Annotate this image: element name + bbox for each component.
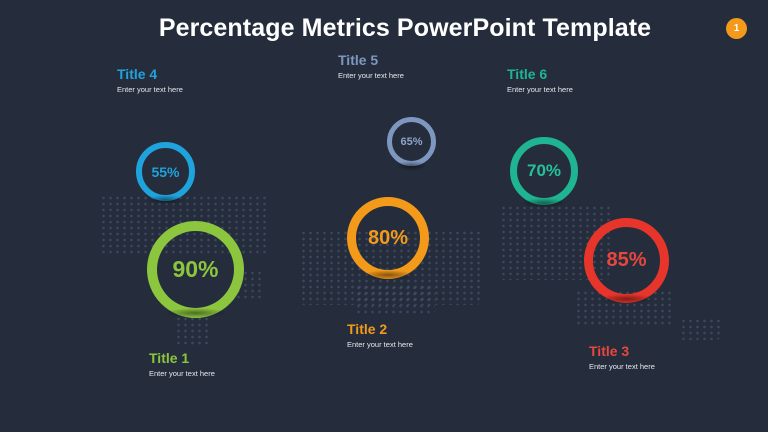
metric-text: Enter your text here [338,71,404,80]
metric-text: Enter your text here [117,85,183,94]
percent-ring-85: 85% [584,218,669,304]
page-number-badge: 1 [726,18,747,39]
metric-value: 80% [367,226,409,249]
page-title: Percentage Metrics PowerPoint Template [158,14,652,42]
metric-text: Enter your text here [507,85,573,94]
percent-ring-65: 65% [387,117,436,171]
metric-value: 65% [400,135,423,148]
metric-value: 70% [526,161,562,180]
metric-value: 90% [172,256,219,282]
metric-title: Title 4 [117,66,158,82]
metric-title: Title 3 [589,343,630,359]
metric-label-1: Title 1 Enter your text here [149,350,215,378]
metric-label-6: Title 6 Enter your text here [507,66,573,94]
metric-label-3: Title 3 Enter your text here [589,343,655,371]
metric-value: 85% [606,249,647,271]
metric-title: Title 5 [338,52,379,68]
metric-title: Title 1 [149,350,190,366]
percent-ring-55: 55% [136,142,195,205]
metric-value: 55% [151,163,180,180]
metric-label-5: Title 5 Enter your text here [338,52,404,80]
percent-ring-90: 90% [147,221,244,318]
metric-text: Enter your text here [347,340,413,349]
metric-text: Enter your text here [149,369,215,378]
percent-ring-70: 70% [510,137,578,208]
percent-ring-80: 80% [347,197,429,280]
metric-label-2: Title 2 Enter your text here [347,321,413,349]
metric-text: Enter your text here [589,362,655,371]
metric-label-4: Title 4 Enter your text here [117,66,183,94]
metric-title: Title 2 [347,321,388,337]
world-map-dots [355,285,435,315]
world-map-dots [680,318,720,340]
metric-title: Title 6 [507,66,548,82]
